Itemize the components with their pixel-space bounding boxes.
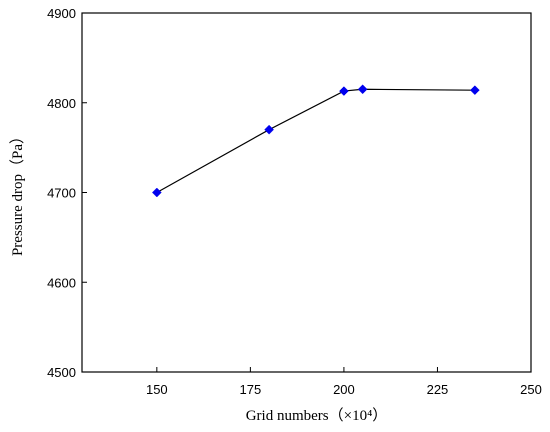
y-tick-label: 4900 (47, 6, 76, 21)
y-axis-title: Pressure drop（Pa） (9, 129, 26, 256)
x-tick-label: 250 (520, 382, 542, 397)
x-axis-title: Grid numbers（×10⁴） (246, 407, 388, 424)
y-tick-label: 4800 (47, 96, 76, 111)
y-tick-label: 4600 (47, 275, 76, 290)
x-tick-label: 175 (240, 382, 262, 397)
y-tick-label: 4700 (47, 186, 76, 201)
y-tick-label: 4500 (47, 365, 76, 380)
series-points-group (151, 84, 480, 198)
data-point-marker (339, 86, 349, 96)
x-axis-ticks: 150 175 200 225 250 (146, 367, 542, 397)
x-tick-label: 225 (427, 382, 449, 397)
series-line-group (156, 88, 475, 194)
x-tick-label: 150 (146, 382, 168, 397)
series-line (156, 88, 475, 194)
data-point-marker (264, 124, 274, 135)
data-point-marker (357, 84, 368, 95)
x-tick-label: 200 (333, 382, 355, 397)
plot-area-frame (81, 12, 532, 373)
data-point-marker (151, 187, 162, 198)
y-axis-ticks: 4500 4600 4700 4800 4900 (47, 6, 87, 380)
data-point-marker (470, 85, 480, 96)
